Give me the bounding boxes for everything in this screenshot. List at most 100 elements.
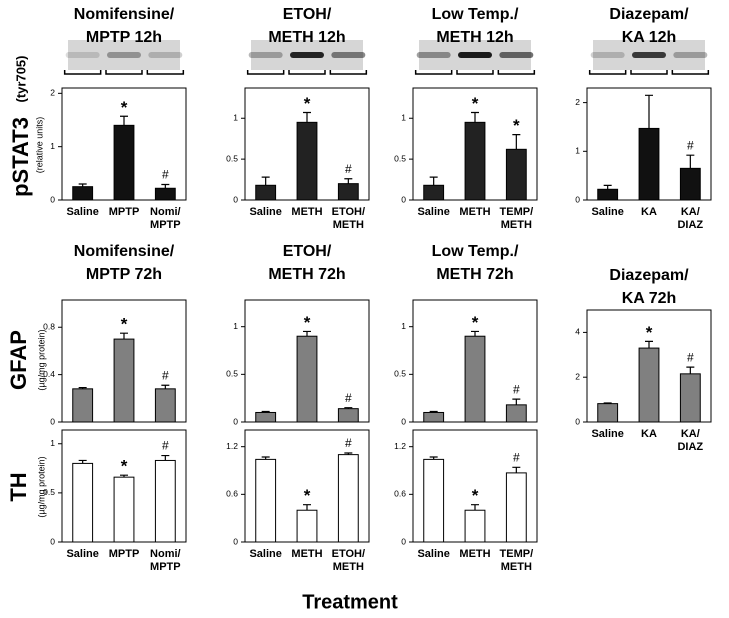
significance-marker: #: [345, 391, 352, 405]
error-bar: [471, 504, 479, 511]
blot-band: [458, 52, 492, 58]
error-bar: [78, 387, 87, 389]
lane-bracket: [146, 70, 185, 75]
lane-bracket: [63, 70, 102, 75]
y-tick-label: 0.5: [394, 369, 406, 379]
x-tick-label: MPTP: [109, 548, 140, 560]
blot-band: [673, 52, 708, 58]
x-tick-label: Nomi/: [150, 548, 181, 560]
bar: [72, 462, 94, 543]
bar: [679, 167, 701, 201]
error-bar: [120, 474, 128, 478]
y-tick-label: 1: [401, 321, 406, 331]
x-tick-label: KA: [641, 206, 657, 218]
bar: [423, 411, 445, 423]
panel-title: KA 12h: [622, 29, 677, 46]
row-subtitle: (tyr705): [13, 56, 28, 103]
row-title-group: pSTAT3 (tyr705): [8, 56, 33, 197]
error-bar: [344, 407, 353, 409]
bar: [505, 404, 527, 423]
x-tick-label: Saline: [249, 548, 281, 560]
bar: [72, 388, 94, 423]
significance-marker: *: [472, 313, 479, 332]
significance-marker: *: [304, 94, 311, 113]
error-bar: [686, 154, 695, 169]
y-tick-label: 0: [50, 194, 55, 204]
lane-bracket: [456, 70, 494, 75]
y-tick-label: 0: [575, 416, 580, 426]
error-bar: [344, 178, 353, 184]
row-unit: (µg/mg protein): [36, 329, 46, 390]
blot-band: [416, 52, 451, 58]
panel-title: Low Temp./: [432, 243, 519, 260]
y-tick-label: 0: [401, 194, 406, 204]
bar: [505, 148, 527, 201]
y-tick-label: 0.5: [394, 153, 406, 163]
significance-marker: #: [162, 439, 169, 453]
significance-marker: *: [513, 116, 520, 135]
panel-title: METH 12h: [268, 29, 345, 46]
panel-title: MPTP 72h: [86, 266, 162, 283]
panel-title: ETOH/: [283, 243, 332, 260]
significance-marker: *: [304, 313, 311, 332]
y-tick-label: 1: [233, 112, 238, 122]
error-bar: [645, 94, 653, 129]
bar: [638, 347, 660, 423]
bar: [337, 408, 359, 423]
error-bar: [471, 330, 479, 337]
x-tick-label: KA/: [681, 428, 700, 440]
error-bar: [603, 184, 612, 190]
error-bar: [344, 452, 353, 455]
bar: [423, 184, 445, 201]
x-tick-label: Saline: [66, 206, 98, 218]
x-tick-label: METH: [459, 206, 490, 218]
error-bar: [512, 466, 521, 473]
blot-band: [590, 52, 625, 58]
y-tick-label: 0.6: [394, 489, 406, 499]
panel-title: METH 12h: [436, 29, 513, 46]
x-tick-label: MPTP: [150, 561, 181, 573]
y-tick-label: 0.8: [43, 321, 55, 331]
error-bar: [471, 111, 479, 123]
significance-marker: *: [472, 94, 479, 113]
blot-band: [148, 52, 183, 58]
x-tick-label: Saline: [591, 428, 623, 440]
lane-bracket: [497, 70, 536, 75]
bar: [113, 124, 135, 201]
lane-bracket: [246, 70, 285, 75]
significance-marker: #: [345, 436, 352, 450]
bar: [464, 121, 486, 201]
x-tick-label: MPTP: [150, 219, 181, 231]
error-bar: [686, 366, 695, 374]
x-tick-label: DIAZ: [677, 219, 703, 231]
bar: [255, 411, 277, 423]
row-title: pSTAT3: [8, 117, 33, 197]
significance-marker: *: [121, 315, 128, 334]
bar: [505, 472, 527, 543]
bar: [255, 184, 277, 201]
panel-title: METH 72h: [268, 266, 345, 283]
y-tick-label: 0.4: [43, 369, 55, 379]
significance-marker: #: [345, 162, 352, 176]
bar: [72, 186, 94, 201]
x-tick-label: Nomi/: [150, 206, 181, 218]
bar: [423, 458, 445, 543]
error-bar: [78, 459, 87, 464]
lane-bracket: [414, 70, 453, 75]
y-tick-label: 1: [50, 438, 55, 448]
error-bar: [303, 111, 311, 123]
panel-title: Diazepam/: [609, 267, 689, 284]
error-bar: [161, 384, 170, 389]
x-tick-label: TEMP/: [500, 206, 534, 218]
y-tick-label: 0: [233, 194, 238, 204]
error-bar: [429, 456, 438, 460]
bar: [296, 335, 318, 423]
bar: [154, 459, 176, 543]
significance-marker: *: [646, 323, 653, 342]
x-tick-label: Saline: [66, 548, 98, 560]
y-tick-label: 0.6: [226, 489, 238, 499]
x-tick-label: MPTP: [109, 206, 140, 218]
x-tick-label: DIAZ: [677, 441, 703, 453]
error-bar: [261, 456, 270, 460]
bar: [154, 388, 176, 423]
